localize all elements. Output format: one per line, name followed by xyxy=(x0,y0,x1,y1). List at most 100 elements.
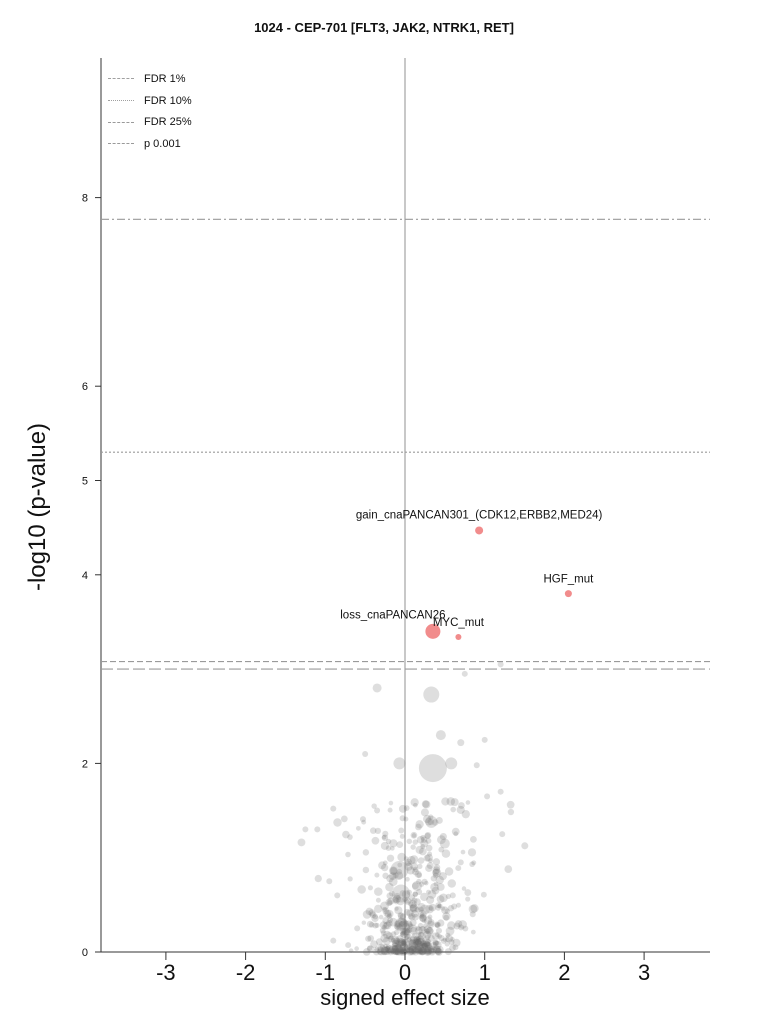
data-point xyxy=(412,868,419,876)
data-point xyxy=(417,946,425,954)
data-point xyxy=(410,862,418,871)
legend-swatch xyxy=(108,143,134,145)
data-point xyxy=(425,837,432,844)
x-tick-label: -2 xyxy=(236,960,256,985)
data-point xyxy=(471,860,477,866)
data-point xyxy=(416,948,422,954)
data-point xyxy=(438,872,447,881)
data-point xyxy=(424,940,431,948)
data-point xyxy=(439,838,450,849)
data-point xyxy=(378,914,384,920)
x-tick-label: -3 xyxy=(156,960,176,985)
data-point xyxy=(399,815,406,822)
data-point xyxy=(507,808,515,816)
data-point xyxy=(424,934,431,941)
data-point xyxy=(425,949,432,955)
data-point xyxy=(470,904,479,913)
data-point xyxy=(365,935,372,942)
data-point xyxy=(521,842,529,850)
data-point xyxy=(392,894,402,903)
data-point xyxy=(408,924,417,933)
data-point xyxy=(425,904,434,914)
data-point xyxy=(386,874,394,883)
data-point xyxy=(399,833,405,839)
data-point xyxy=(444,948,452,956)
data-point xyxy=(393,920,401,928)
data-point xyxy=(412,938,420,946)
data-point xyxy=(398,949,404,954)
data-point xyxy=(390,948,397,955)
data-point xyxy=(421,918,427,924)
data-point xyxy=(417,906,424,913)
data-point xyxy=(454,920,463,928)
data-point xyxy=(417,946,427,956)
data-point xyxy=(375,897,381,903)
data-point xyxy=(416,872,423,879)
data-point xyxy=(418,944,426,953)
data-point xyxy=(420,926,426,932)
data-point xyxy=(394,906,399,911)
data-point xyxy=(398,921,405,928)
data-point xyxy=(397,939,406,949)
data-point xyxy=(377,948,384,955)
background-points xyxy=(297,661,529,957)
data-point xyxy=(374,827,382,834)
data-point xyxy=(455,865,462,872)
data-point xyxy=(380,948,388,956)
data-point xyxy=(453,831,459,837)
data-point xyxy=(374,887,383,896)
data-point xyxy=(394,949,401,955)
data-point xyxy=(400,930,408,939)
data-point xyxy=(437,919,445,927)
data-point xyxy=(297,838,306,847)
legend-item-fdr1: FDR 1% xyxy=(108,68,192,90)
data-point xyxy=(428,906,433,911)
legend-label: FDR 25% xyxy=(144,116,192,129)
data-point xyxy=(497,788,504,795)
data-point xyxy=(419,914,427,922)
data-point xyxy=(342,830,350,839)
data-point xyxy=(417,863,423,870)
highlighted-point xyxy=(455,634,462,641)
y-axis-ticks: 0 2 4 5 6 8 xyxy=(82,193,101,959)
data-point xyxy=(434,940,440,946)
data-point xyxy=(404,876,410,882)
data-point xyxy=(423,686,440,703)
data-point xyxy=(419,914,427,923)
data-point xyxy=(450,936,455,942)
data-point xyxy=(404,933,411,940)
data-point xyxy=(402,945,411,954)
data-point xyxy=(425,942,431,948)
highlighted-point xyxy=(475,526,484,535)
data-point xyxy=(384,945,391,952)
data-point xyxy=(461,810,470,819)
data-point xyxy=(383,943,388,949)
data-point xyxy=(389,866,398,875)
data-point xyxy=(506,800,515,809)
data-point xyxy=(440,906,446,911)
data-point xyxy=(381,924,387,931)
data-point xyxy=(404,935,409,941)
highlighted-point xyxy=(425,623,441,639)
y-tick-label: 6 xyxy=(82,381,88,393)
data-point xyxy=(397,917,406,926)
data-point xyxy=(411,949,417,955)
data-point xyxy=(411,941,419,949)
data-point xyxy=(399,949,406,955)
point-label: HGF_mut xyxy=(543,574,594,586)
data-point xyxy=(420,836,428,843)
y-tick-label: 8 xyxy=(82,193,88,205)
data-point xyxy=(435,927,443,934)
x-tick-label: 1 xyxy=(479,960,491,985)
data-point xyxy=(401,890,411,899)
data-point xyxy=(385,948,391,953)
data-point xyxy=(445,893,452,899)
data-point xyxy=(385,882,394,892)
data-point xyxy=(423,947,432,956)
data-point xyxy=(386,913,392,919)
data-point xyxy=(411,882,419,890)
data-point xyxy=(480,891,487,898)
data-point xyxy=(473,762,480,769)
data-point xyxy=(432,939,439,946)
data-point xyxy=(411,897,418,904)
